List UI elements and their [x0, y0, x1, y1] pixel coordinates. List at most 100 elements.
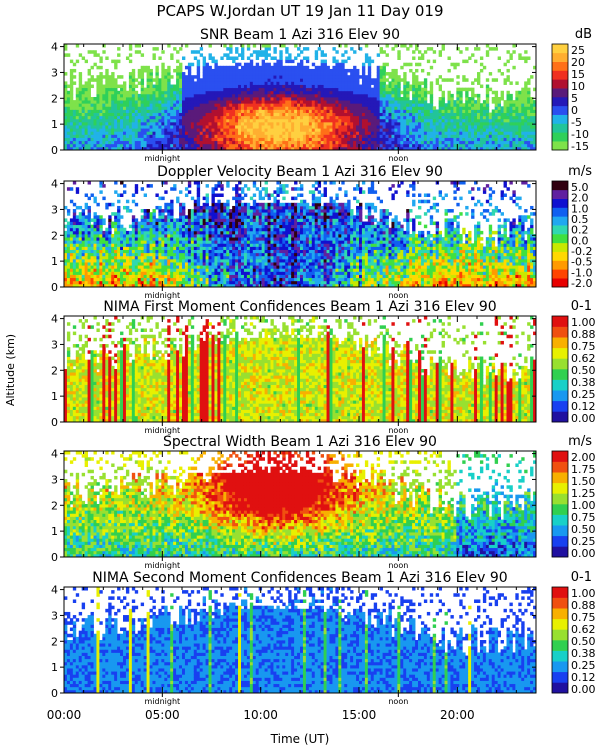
heatmap-cell	[206, 88, 209, 92]
heatmap-cell	[73, 250, 76, 254]
heatmap-cell	[141, 246, 144, 250]
heatmap-cell	[102, 271, 105, 275]
heatmap-cell	[418, 85, 421, 89]
heatmap-cell	[102, 268, 105, 272]
heatmap-cell	[347, 113, 350, 117]
heatmap-cell	[105, 268, 108, 272]
heatmap-cell	[67, 253, 70, 257]
heatmap-cell	[445, 103, 448, 107]
heatmap-cell	[105, 240, 108, 244]
heatmap-cell	[209, 88, 212, 92]
heatmap-cell	[96, 103, 99, 107]
heatmap-cell	[150, 69, 153, 73]
heatmap-cell	[279, 100, 282, 104]
heatmap-cell	[85, 250, 88, 254]
heatmap-cell	[123, 243, 126, 247]
heatmap-cell	[79, 278, 82, 282]
heatmap-cell	[155, 134, 158, 138]
heatmap-cell	[403, 81, 406, 85]
heatmap-cell	[153, 94, 156, 98]
heatmap-cell	[389, 106, 392, 110]
heatmap-cell	[85, 234, 88, 238]
heatmap-cell	[167, 100, 170, 104]
heatmap-cell	[132, 72, 135, 76]
heatmap-cell	[439, 134, 442, 138]
heatmap-cell	[474, 100, 477, 104]
heatmap-cell	[111, 91, 114, 95]
heatmap-cell	[96, 246, 99, 250]
heatmap-cell	[217, 119, 220, 123]
heatmap-cell	[79, 237, 82, 241]
heatmap-cell	[341, 138, 344, 142]
heatmap-cell	[102, 88, 105, 92]
heatmap-cell	[262, 69, 265, 73]
heatmap-cell	[105, 206, 108, 210]
heatmap-cell	[220, 125, 223, 129]
heatmap-cell	[380, 122, 383, 126]
heatmap-cell	[324, 109, 327, 113]
heatmap-cell	[350, 138, 353, 142]
heatmap-cell	[403, 122, 406, 126]
heatmap-cell	[462, 88, 465, 92]
heatmap-cell	[282, 91, 285, 95]
heatmap-cell	[135, 78, 138, 82]
heatmap-cell	[297, 97, 300, 101]
heatmap-cell	[415, 116, 418, 120]
heatmap-cell	[409, 122, 412, 126]
heatmap-cell	[132, 278, 135, 282]
panel-title: SNR Beam 1 Azi 316 Elev 90	[200, 27, 400, 43]
heatmap-cell	[436, 81, 439, 85]
heatmap-cell	[498, 69, 501, 73]
heatmap-cell	[356, 100, 359, 104]
heatmap-cell	[512, 131, 515, 135]
heatmap-cell	[238, 91, 241, 95]
heatmap-cell	[82, 246, 85, 250]
heatmap-cell	[471, 134, 474, 138]
heatmap-cell	[138, 256, 141, 260]
heatmap-cell	[515, 100, 518, 104]
heatmap-cell	[209, 125, 212, 129]
heatmap-cell	[262, 60, 265, 64]
heatmap-cell	[155, 81, 158, 85]
heatmap-cell	[164, 141, 167, 145]
heatmap-cell	[356, 88, 359, 92]
heatmap-cell	[158, 125, 161, 129]
heatmap-cell	[288, 138, 291, 142]
heatmap-cell	[318, 97, 321, 101]
heatmap-cell	[123, 138, 126, 142]
heatmap-cell	[265, 91, 268, 95]
heatmap-cell	[344, 78, 347, 82]
heatmap-cell	[462, 116, 465, 120]
heatmap-cell	[70, 243, 73, 247]
heatmap-cell	[67, 234, 70, 238]
heatmap-cell	[253, 94, 256, 98]
heatmap-cell	[391, 47, 394, 51]
heatmap-cell	[338, 125, 341, 129]
heatmap-cell	[185, 125, 188, 129]
heatmap-cell	[459, 125, 462, 129]
heatmap-cell	[150, 237, 153, 241]
heatmap-cell	[179, 100, 182, 104]
heatmap-cell	[344, 88, 347, 92]
heatmap-cell	[126, 209, 129, 213]
heatmap-cell	[507, 103, 510, 107]
heatmap-cell	[132, 97, 135, 101]
heatmap-cell	[247, 144, 250, 148]
heatmap-cell	[79, 75, 82, 79]
heatmap-cell	[96, 215, 99, 219]
heatmap-cell	[132, 91, 135, 95]
heatmap-cell	[527, 100, 530, 104]
heatmap-cell	[498, 109, 501, 113]
heatmap-cell	[138, 69, 141, 73]
heatmap-cell	[421, 91, 424, 95]
heatmap-cell	[480, 85, 483, 89]
heatmap-cell	[209, 44, 212, 48]
heatmap-cell	[197, 103, 200, 107]
heatmap-cell	[67, 131, 70, 135]
heatmap-cell	[474, 131, 477, 135]
heatmap-cell	[153, 209, 156, 213]
heatmap-cell	[271, 66, 274, 70]
heatmap-cell	[73, 243, 76, 247]
heatmap-cell	[285, 144, 288, 148]
